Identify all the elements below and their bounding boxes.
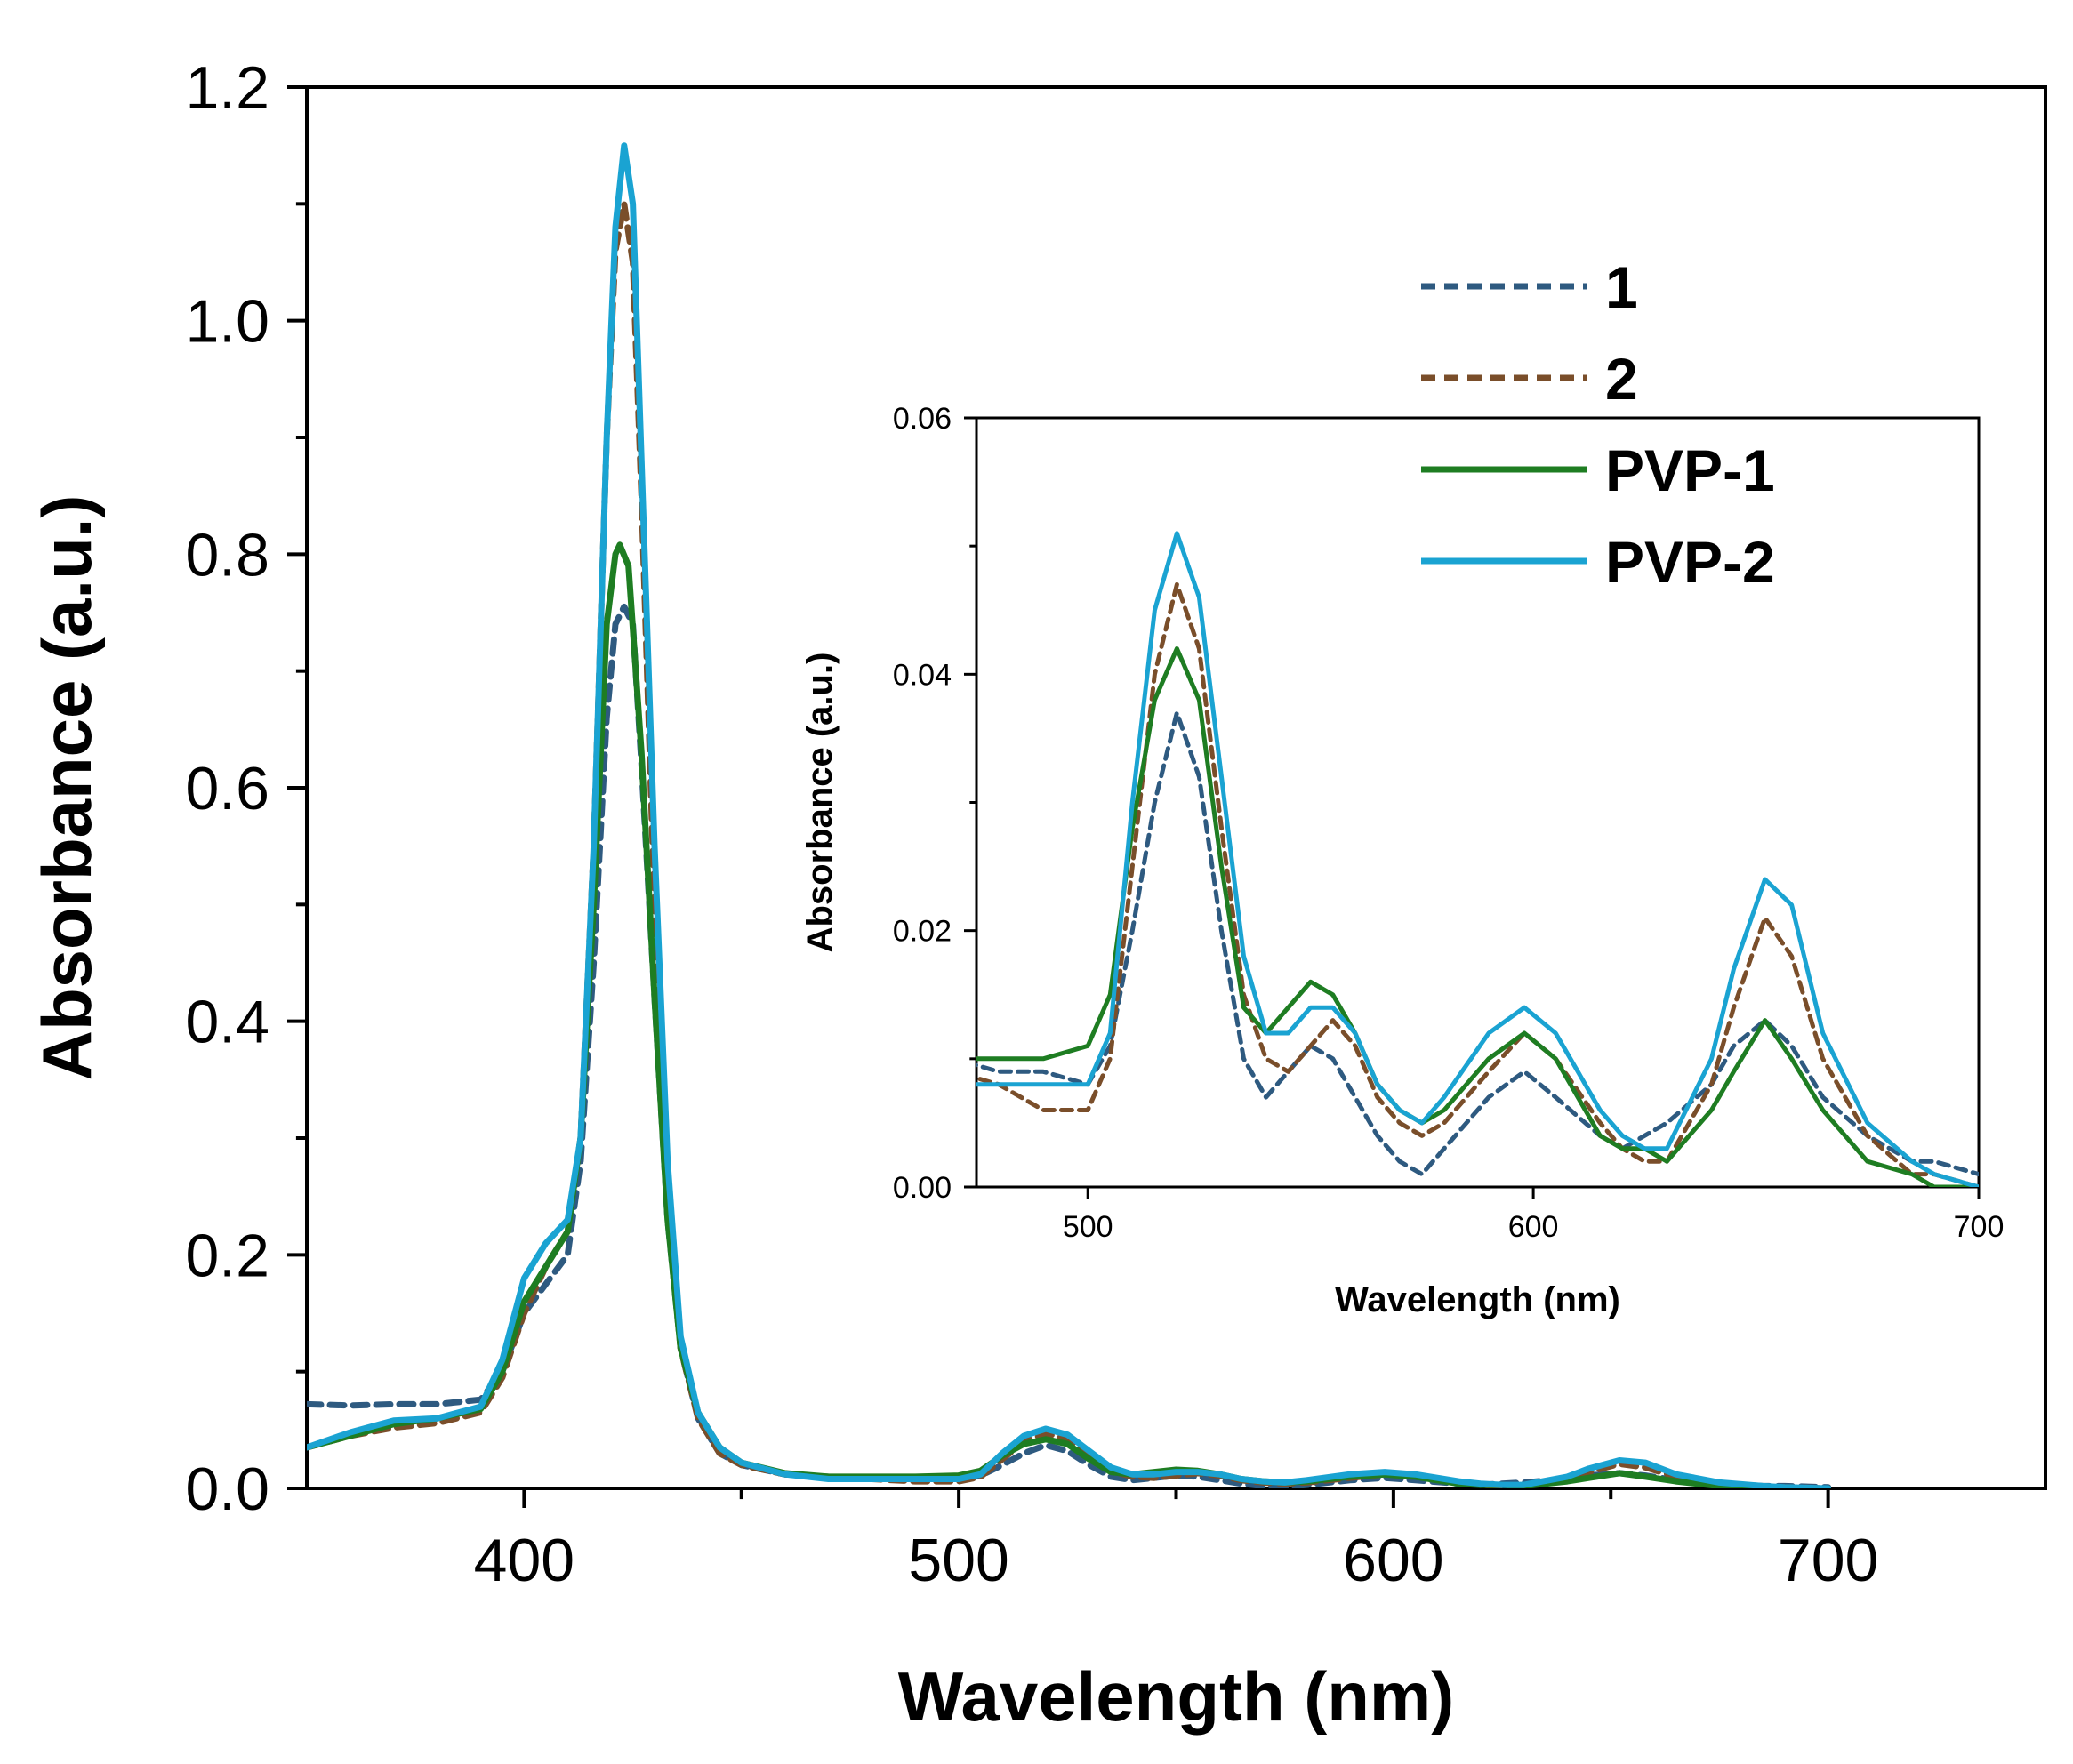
main-y-tick-label: 0.2 xyxy=(185,1222,269,1289)
main-y-tick-label: 0.6 xyxy=(185,755,269,822)
main-y-tick-label: 0.0 xyxy=(185,1455,269,1523)
main-x-tick-label: 500 xyxy=(908,1527,1008,1594)
inset-x-tick-label: 600 xyxy=(1508,1210,1559,1244)
inset-y-tick-label: 0.04 xyxy=(893,658,952,692)
inset-y-tick-label: 0.02 xyxy=(893,915,952,949)
inset-x-tick-label: 500 xyxy=(1063,1210,1113,1244)
inset-y-tick-label: 0.06 xyxy=(893,402,952,436)
main-plot: 400 500 600 700 0.0 0.2 0.4 0.6 0.8 1.0 1.2 Wavelen… xyxy=(28,54,2047,1736)
main-x-tick-label: 400 xyxy=(474,1527,574,1594)
main-x-tick-label: 700 xyxy=(1778,1527,1878,1594)
inset-series-line-pvp-1 xyxy=(976,646,1979,1187)
main-y-axis-title: Absorbance (a.u.) xyxy=(28,495,106,1081)
legend-label-pvp-2: PVP-2 xyxy=(1605,529,1775,595)
main-x-axis-title: Wavelength (nm) xyxy=(898,1657,1454,1736)
main-x-tick-label: 600 xyxy=(1343,1527,1443,1594)
legend-label-2: 2 xyxy=(1605,346,1638,412)
inset-series-group xyxy=(976,531,1979,1187)
inset-y-tick-label: 0.00 xyxy=(893,1171,952,1205)
legend: 1 2 PVP-1 PVP-2 xyxy=(1421,254,1775,595)
main-series-group xyxy=(307,142,1832,1488)
inset-series-line-pvp-2 xyxy=(976,531,1979,1187)
main-y-tick-label: 0.8 xyxy=(185,521,269,589)
main-y-tick-label: 0.4 xyxy=(185,989,269,1056)
legend-label-pvp-1: PVP-1 xyxy=(1605,437,1775,503)
main-y-tick-label: 1.0 xyxy=(185,288,269,356)
inset-x-axis-title: Wavelength (nm) xyxy=(1335,1280,1620,1319)
inset-series-line-2 xyxy=(976,581,1979,1187)
legend-label-1: 1 xyxy=(1605,254,1638,320)
inset-x-tick-label: 700 xyxy=(1954,1210,2005,1244)
main-series-line-pvp-2 xyxy=(307,142,1832,1488)
inset-series-line-1 xyxy=(976,710,1979,1177)
main-y-tick-label: 1.2 xyxy=(185,54,269,122)
inset-plot: 500 600 700 0.00 0.02 0.04 0.06 Wavelength (nm)… xyxy=(800,402,2005,1319)
inset-y-axis-title: Absorbance (a.u.) xyxy=(800,653,840,953)
